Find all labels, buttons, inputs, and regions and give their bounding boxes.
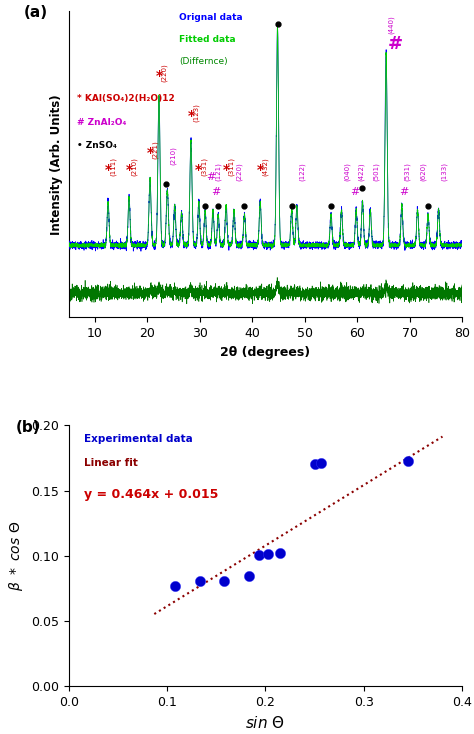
Text: *: * <box>222 164 230 178</box>
Text: (210): (210) <box>169 147 176 165</box>
Text: (121): (121) <box>215 161 221 181</box>
Text: (220): (220) <box>236 162 243 181</box>
Point <box>245 570 253 582</box>
Text: *: * <box>126 164 133 178</box>
Text: #: # <box>206 172 215 182</box>
Y-axis label: Intensity (Arb. Units): Intensity (Arb. Units) <box>50 94 63 235</box>
Text: (501): (501) <box>373 161 379 181</box>
Text: (123): (123) <box>193 103 200 122</box>
Text: (311): (311) <box>228 157 235 176</box>
Text: *: * <box>195 164 202 178</box>
Text: (440): (440) <box>388 15 395 34</box>
Text: (111): (111) <box>110 157 117 176</box>
Point <box>276 548 284 559</box>
Point <box>171 581 179 592</box>
Text: #: # <box>350 187 359 197</box>
Text: #: # <box>211 187 220 197</box>
Text: (Differnce): (Differnce) <box>179 57 228 65</box>
Text: *: * <box>104 164 112 178</box>
X-axis label: 2θ (degrees): 2θ (degrees) <box>220 346 310 359</box>
Text: *: * <box>187 109 194 123</box>
Text: (422): (422) <box>358 162 365 181</box>
Text: (432): (432) <box>262 158 269 176</box>
Text: Linear fit: Linear fit <box>84 458 138 468</box>
Point <box>311 459 319 470</box>
Point <box>264 548 272 560</box>
Text: (221): (221) <box>152 140 159 159</box>
Text: (b): (b) <box>16 420 40 435</box>
Point <box>220 575 228 586</box>
Text: (331): (331) <box>201 157 208 176</box>
Text: * KAl(SO₄)2(H₂O)12: * KAl(SO₄)2(H₂O)12 <box>77 94 174 103</box>
Y-axis label: $\mathit{\beta}\ *\ \mathit{cos}\ \mathit{\Theta}$: $\mathit{\beta}\ *\ \mathit{cos}\ \mathi… <box>8 520 26 591</box>
Point <box>404 455 412 467</box>
Point <box>196 575 203 586</box>
Text: (040): (040) <box>344 161 350 181</box>
Point <box>317 457 324 469</box>
Text: (122): (122) <box>299 162 306 181</box>
Text: *: * <box>155 69 163 83</box>
Text: (a): (a) <box>24 5 47 20</box>
Text: #: # <box>399 187 408 197</box>
Text: y = 0.464x + 0.015: y = 0.464x + 0.015 <box>84 488 219 501</box>
Text: #: # <box>387 34 402 53</box>
Text: (133): (133) <box>441 161 447 181</box>
Text: (620): (620) <box>419 161 426 181</box>
Text: (220): (220) <box>161 63 167 82</box>
X-axis label: $\mathit{sin}\ \mathit{\Theta}$: $\mathit{sin}\ \mathit{\Theta}$ <box>246 715 285 730</box>
Text: # ZnAl₂O₄: # ZnAl₂O₄ <box>77 118 126 127</box>
Text: Orignal data: Orignal data <box>179 12 243 21</box>
Text: (531): (531) <box>404 161 410 181</box>
Point <box>255 549 262 561</box>
Text: (210): (210) <box>131 157 137 176</box>
Text: • ZnSO₄: • ZnSO₄ <box>77 141 117 150</box>
Text: *: * <box>146 146 154 160</box>
Text: Experimental data: Experimental data <box>84 435 193 444</box>
Text: Fitted data: Fitted data <box>179 34 236 43</box>
Text: *: * <box>256 164 264 178</box>
